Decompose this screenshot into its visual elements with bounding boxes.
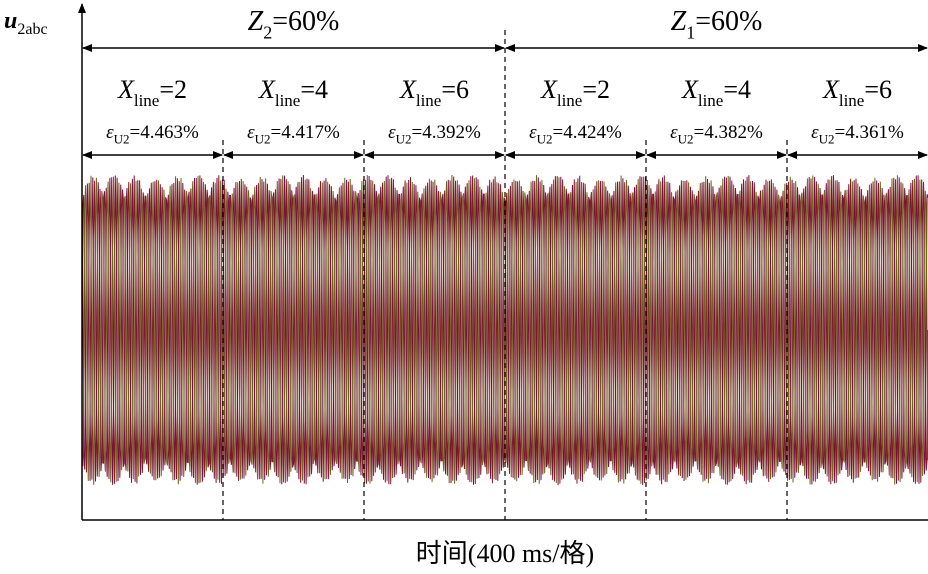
segment-label: Xline=2 — [117, 75, 187, 110]
segment-label: Xline=4 — [681, 75, 751, 110]
unbalance-label: εU2=4.424% — [529, 122, 622, 147]
segment-label: Xline=6 — [399, 75, 469, 110]
unbalance-label: εU2=4.463% — [106, 122, 199, 147]
y-axis-label: u2abc — [4, 8, 48, 38]
segment-label: Xline=2 — [540, 75, 610, 110]
segment-label: Xline=4 — [258, 75, 328, 110]
group-label: Z2=60% — [248, 6, 340, 42]
group-label: Z1=60% — [671, 6, 763, 42]
unbalance-label: εU2=4.417% — [247, 122, 340, 147]
x-axis-label: 时间(400 ms/格) — [416, 539, 594, 568]
unbalance-label: εU2=4.392% — [388, 122, 481, 147]
unbalance-label: εU2=4.382% — [670, 122, 763, 147]
unbalance-label: εU2=4.361% — [811, 122, 904, 147]
segment-label: Xline=6 — [822, 75, 892, 110]
